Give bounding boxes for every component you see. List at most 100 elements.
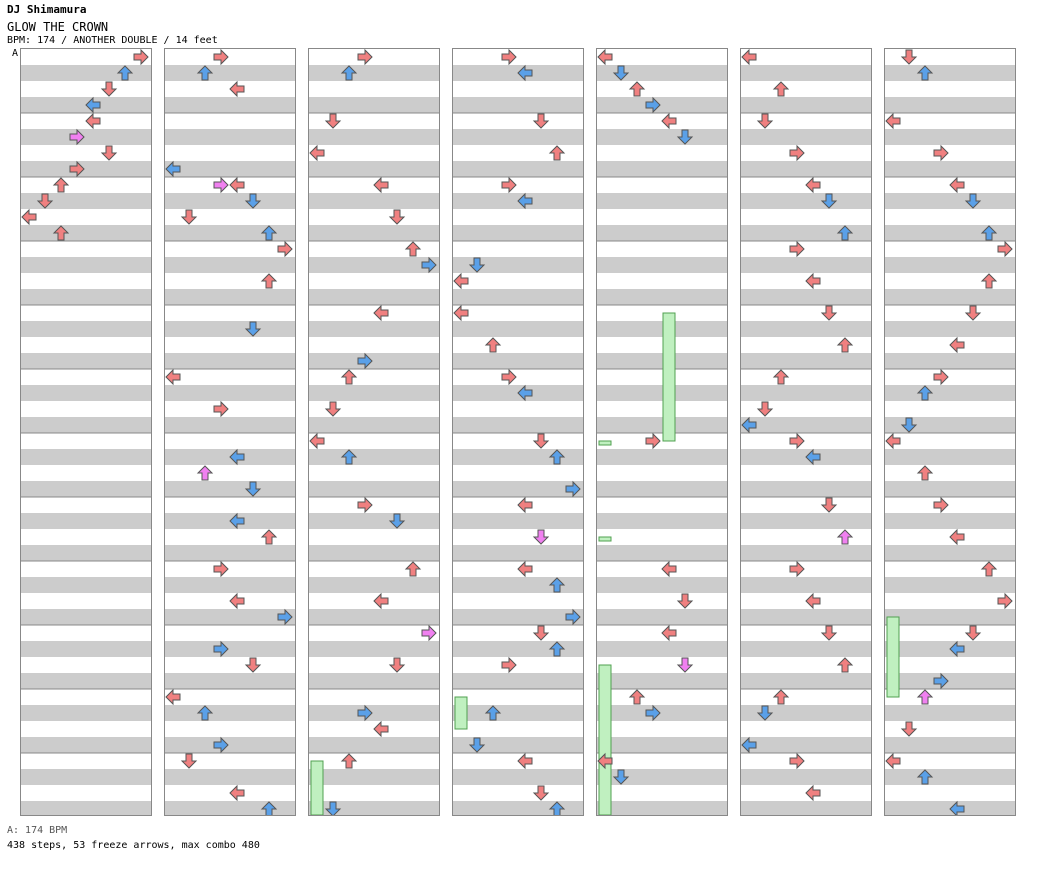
beat-band [885, 369, 1015, 385]
left-arrow-icon [373, 592, 389, 610]
beat-band [741, 737, 871, 753]
beat-band [165, 97, 295, 113]
beat-band [885, 97, 1015, 113]
beat-band [453, 225, 583, 241]
beat-band [21, 801, 151, 815]
beat-band [165, 657, 295, 673]
up-arrow-icon [628, 81, 646, 97]
up-arrow-icon [548, 641, 566, 657]
beat-band [309, 321, 439, 337]
beat-band [21, 305, 151, 321]
beat-band [597, 353, 727, 369]
beat-band [309, 769, 439, 785]
left-arrow-icon [885, 432, 901, 450]
left-arrow-icon [949, 528, 965, 546]
beat-band [165, 225, 295, 241]
right-arrow-icon [357, 49, 373, 66]
right-arrow-icon [933, 672, 949, 690]
beat-band [597, 417, 727, 433]
up-arrow-icon [836, 337, 854, 353]
up-arrow-icon [260, 801, 278, 815]
up-arrow-icon [628, 689, 646, 705]
beat-band [453, 177, 583, 193]
left-arrow-icon [229, 592, 245, 610]
left-arrow-icon [517, 64, 533, 82]
down-arrow-icon [820, 305, 838, 321]
chart-column-7 [884, 48, 1016, 816]
beat-band [597, 401, 727, 417]
right-arrow-icon [997, 592, 1013, 610]
beat-band [885, 385, 1015, 401]
beat-band [453, 49, 583, 65]
beat-band [885, 401, 1015, 417]
beat-band [597, 257, 727, 273]
beat-band [309, 497, 439, 513]
down-arrow-icon [820, 193, 838, 209]
beat-band [309, 529, 439, 545]
beat-band [885, 769, 1015, 785]
left-arrow-icon [85, 96, 101, 114]
chart-column-4 [452, 48, 584, 816]
speed-marker-label: A [12, 48, 19, 59]
beat-band [453, 593, 583, 609]
beat-band [885, 657, 1015, 673]
down-arrow-icon [388, 209, 406, 225]
right-arrow-icon [645, 704, 661, 722]
beat-band [21, 337, 151, 353]
left-arrow-icon [229, 784, 245, 802]
left-arrow-icon [373, 720, 389, 738]
beat-band [309, 689, 439, 705]
beat-band [165, 625, 295, 641]
left-arrow-icon [805, 176, 821, 194]
beat-band [741, 97, 871, 113]
chart-column-svg [885, 49, 1015, 815]
right-arrow-icon [565, 480, 581, 498]
beat-band [885, 497, 1015, 513]
beat-band [597, 577, 727, 593]
beat-band [741, 657, 871, 673]
beat-band [165, 209, 295, 225]
beat-band [885, 545, 1015, 561]
beat-band [741, 769, 871, 785]
beat-band [885, 113, 1015, 129]
up-arrow-icon [916, 385, 934, 401]
down-arrow-icon [900, 49, 918, 65]
left-arrow-icon [741, 416, 757, 434]
beat-band [309, 737, 439, 753]
beat-band [597, 449, 727, 465]
beat-band [21, 513, 151, 529]
beat-band [453, 321, 583, 337]
down-arrow-icon [612, 769, 630, 785]
beat-band [165, 401, 295, 417]
beat-band [597, 81, 727, 97]
up-arrow-icon [548, 801, 566, 815]
beat-band [597, 689, 727, 705]
beat-band [165, 465, 295, 481]
beat-band [21, 385, 151, 401]
freeze-arrow-P1-left [598, 760, 612, 815]
chart-column-2 [164, 48, 296, 816]
left-arrow-icon [229, 80, 245, 98]
beat-band [597, 225, 727, 241]
beat-band [597, 321, 727, 337]
down-arrow-icon [900, 417, 918, 433]
beat-band [309, 657, 439, 673]
up-arrow-icon [404, 241, 422, 257]
beat-band [21, 145, 151, 161]
beat-band [21, 177, 151, 193]
beat-band [741, 289, 871, 305]
down-arrow-icon [468, 257, 486, 273]
right-arrow-icon [357, 704, 373, 722]
down-arrow-icon [532, 113, 550, 129]
down-arrow-icon [180, 753, 198, 769]
beat-band [453, 353, 583, 369]
beat-band [597, 369, 727, 385]
beat-band [21, 433, 151, 449]
beat-band [453, 689, 583, 705]
beat-band [165, 417, 295, 433]
beat-band [597, 49, 727, 65]
up-arrow-icon [260, 273, 278, 289]
down-arrow-icon [324, 401, 342, 417]
down-arrow-icon [612, 65, 630, 81]
beat-band [21, 769, 151, 785]
